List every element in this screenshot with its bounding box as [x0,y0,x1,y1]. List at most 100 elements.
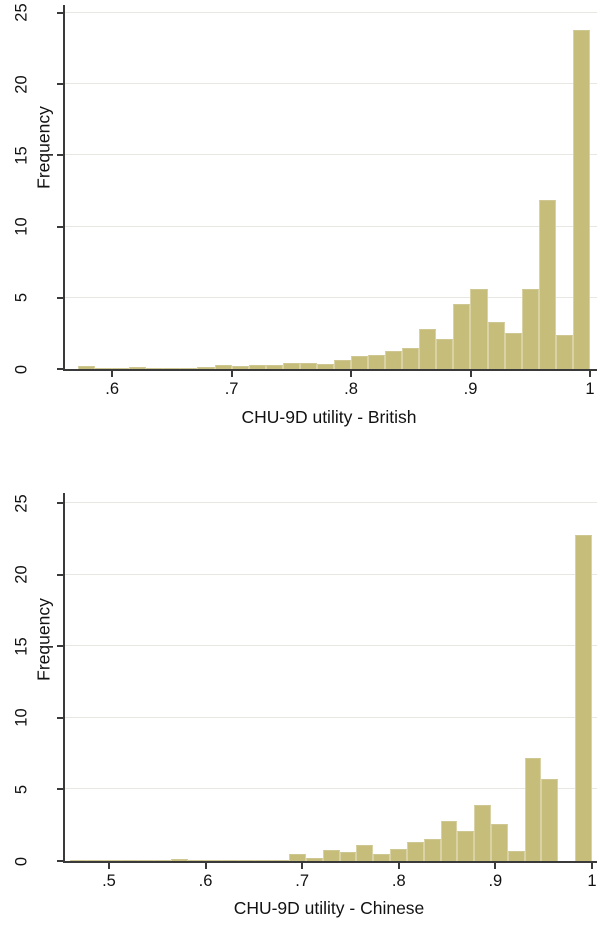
histogram-bar [163,367,181,369]
histogram-bar [457,830,475,861]
x-axis-tick [230,371,233,377]
histogram-bar [221,860,239,861]
histogram-bar [231,366,249,369]
histogram-bar [390,848,407,861]
x-tick-label: .6 [198,872,213,890]
histogram-bar [78,366,96,369]
histogram-bar [238,859,256,861]
histogram-british: Frequency 0 5 10 15 20 25 .6 .7 .8 .9 1 CHU-9D uti… [0,0,602,448]
y-axis-title: Frequency [33,598,54,681]
x-axis-tick [350,371,353,377]
histogram-bar [120,860,138,861]
histogram-bar [575,534,592,861]
histogram-bar [470,289,488,369]
y-axis-tick [57,860,64,862]
histogram-bar [95,367,113,369]
histogram-bar [129,366,147,369]
histogram-bar [356,845,374,861]
histogram-bar [385,350,403,369]
histogram-bar [538,199,556,369]
gridline [65,716,597,718]
x-tick-label: .7 [295,872,310,890]
histogram-bar [339,852,357,861]
histogram-chinese: Frequency 0 5 10 15 20 25 .5 .6 .7 .8 .9 1 CHU-9D u… [0,462,602,935]
histogram-bar [265,364,283,369]
histogram-bar [491,823,508,861]
gridline [65,502,597,504]
x-tick-label: .7 [224,380,239,398]
histogram-bar [248,365,266,369]
gridline [65,11,597,13]
histogram-bar [103,860,121,861]
gridline [65,225,597,227]
histogram-bar [289,853,306,861]
x-axis-tick [111,371,114,377]
histogram-bar [137,859,155,861]
y-tick-label: 5 [12,293,31,303]
histogram-bar [316,364,334,369]
y-tick-label: 10 [12,217,31,236]
histogram-bar [351,356,369,369]
histogram-bar [440,820,458,861]
histogram-bar [204,859,222,861]
histogram-bar [272,859,290,861]
histogram-bar [436,339,454,369]
histogram-bar [555,334,573,369]
x-axis-tick [469,371,472,377]
y-axis-tick [57,83,64,86]
histogram-bar [154,859,172,861]
histogram-bar [474,805,491,861]
y-tick-label: 0 [12,856,31,866]
y-tick-label: 15 [12,146,31,165]
histogram-bar [197,366,215,369]
y-axis-title: Frequency [33,106,54,189]
y-axis-tick [57,154,64,157]
y-axis-tick [57,716,64,719]
histogram-bar [524,757,542,861]
y-tick-label: 25 [12,3,31,23]
x-tick-label: .8 [391,872,406,890]
histogram-bar [504,333,522,369]
histogram-bar [521,289,539,369]
histogram-bar [112,367,130,369]
x-tick-label: .9 [463,380,478,398]
y-tick-label: 15 [12,637,31,656]
y-axis-tick [57,368,64,370]
x-tick-label: .5 [102,872,116,890]
gridline [65,645,597,647]
histogram-bar [322,849,340,861]
x-axis-title: CHU-9D utility - Chinese [233,898,425,918]
histogram-bar [406,842,424,861]
histogram-bar [188,860,205,861]
y-tick-label: 10 [12,708,31,727]
y-tick-label: 20 [12,565,31,584]
y-axis-tick [57,296,64,299]
histogram-bar [423,838,441,861]
x-axis-tick [588,371,591,377]
y-axis-tick [57,645,64,648]
histogram-bar [214,365,232,369]
gridline [65,296,597,298]
plot-area-british: 0 5 10 15 20 25 .6 .7 .8 .9 1 [13,4,597,398]
gridline [65,154,597,156]
histogram-bar [305,858,323,861]
x-axis-tick [590,863,593,869]
histogram-bar [87,859,104,861]
histogram-bar [70,860,88,861]
histogram-bar [453,303,471,369]
y-tick-label: 20 [12,75,31,94]
histogram-bar [507,850,525,861]
histogram-bar [171,858,189,861]
histogram-bar [146,368,164,369]
gridline [65,83,597,85]
histogram-bar [402,347,420,369]
x-axis-tick [107,863,110,869]
histogram-bar [541,779,559,861]
histogram-bar [180,368,198,369]
gridline [65,573,597,575]
x-axis-tick [397,863,400,869]
y-tick-label: 0 [12,364,31,374]
histogram-bar [255,860,273,861]
x-axis-tick [204,863,207,869]
